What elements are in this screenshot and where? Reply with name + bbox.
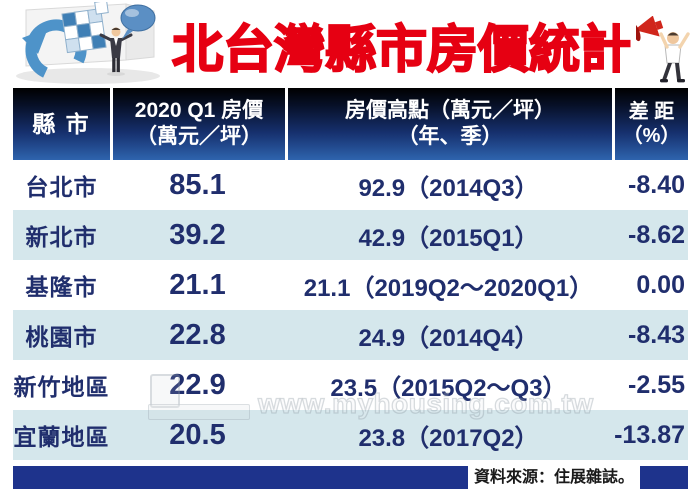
cell-peak-price: 92.9（2014Q3） — [358, 174, 539, 202]
header-peak-label: 房價高點（萬元／坪） — [345, 99, 555, 123]
table-row: 新北市 39.2 42.9（2015Q1） -8.62 — [13, 210, 688, 260]
table-row: 基隆市 21.1 21.1（2019Q2～2020Q1） 0.00 — [13, 260, 688, 310]
source-bar-left-segment — [13, 466, 468, 489]
source-text: 資料來源：住展雜誌。 — [474, 469, 635, 486]
source-bar-right-segment — [640, 466, 688, 489]
cube-cluster-icon — [61, 0, 109, 54]
header-city-label: 縣 市 — [32, 110, 91, 137]
cell-2020q1-price: 20.5 — [169, 418, 226, 451]
cell-peak-price: 42.9（2015Q1） — [358, 224, 539, 252]
megaphone-icon — [632, 15, 664, 42]
cell-peak-price: 23.5（2015Q2～Q3） — [330, 374, 567, 402]
cell-2020q1-price: 21.1 — [169, 268, 226, 301]
cell-gap-percent: -2.55 — [628, 370, 685, 399]
header-peak-price: 房價高點（萬元／坪） （年、季） — [285, 88, 612, 160]
header-price-label: 2020 Q1 房價 — [134, 99, 264, 123]
title-band: 北台灣縣市房價統計 — [0, 0, 700, 88]
cell-2020q1-price: 22.9 — [169, 368, 226, 401]
cell-peak-price: 24.9（2014Q4） — [358, 324, 539, 352]
cell-city: 新竹地區 — [13, 374, 110, 400]
cell-2020q1-price: 39.2 — [169, 218, 226, 251]
cell-city: 桃園市 — [25, 324, 98, 350]
cell-city: 新北市 — [25, 224, 98, 250]
header-gap: 差 距 （%） — [612, 88, 688, 160]
megaphone-announcer-illustration — [632, 15, 696, 93]
cell-city: 台北市 — [25, 174, 98, 200]
table-row: 宜蘭地區 20.5 23.8（2017Q2） -13.87 — [13, 410, 688, 460]
cell-gap-percent: -8.40 — [628, 170, 685, 199]
housing-price-table: 縣 市 2020 Q1 房價 （萬元／坪） 房價高點（萬元／坪） （年、季） 差… — [13, 88, 688, 460]
cell-peak-price: 23.8（2017Q2） — [358, 424, 539, 452]
header-gap-unit: （%） — [622, 124, 681, 147]
table-header-row: 縣 市 2020 Q1 房價 （萬元／坪） 房價高點（萬元／坪） （年、季） 差… — [13, 88, 688, 160]
growth-illustration-svg — [16, 0, 160, 84]
cell-city: 宜蘭地區 — [13, 424, 110, 450]
header-gap-label: 差 距 — [628, 100, 675, 123]
header-price-unit: （萬元／坪） — [136, 124, 262, 148]
table-row: 桃園市 22.8 24.9（2014Q4） -8.43 — [13, 310, 688, 360]
cell-gap-percent: -8.43 — [628, 320, 685, 349]
header-2020q1-price: 2020 Q1 房價 （萬元／坪） — [110, 88, 285, 160]
cell-gap-percent: -8.62 — [628, 220, 685, 249]
cell-peak-price: 21.1（2019Q2～2020Q1） — [303, 274, 594, 302]
table-row: 新竹地區 22.9 23.5（2015Q2～Q3） -2.55 — [13, 360, 688, 410]
cell-gap-percent: 0.00 — [636, 270, 685, 299]
page-title: 北台灣縣市房價統計 — [171, 20, 632, 79]
businessman-figure — [99, 27, 133, 76]
cell-2020q1-price: 85.1 — [169, 168, 226, 201]
megaphone-mascot-svg — [632, 15, 690, 83]
cell-gap-percent: -13.87 — [614, 420, 685, 449]
speech-balloon-icon — [120, 4, 156, 39]
table-row: 台北市 85.1 92.9（2014Q3） -8.40 — [13, 160, 688, 210]
table-body: 台北市 85.1 92.9（2014Q3） -8.40 新北市 39.2 42.… — [13, 160, 688, 460]
header-city: 縣 市 — [13, 88, 110, 160]
announcer-figure — [659, 32, 690, 83]
cell-2020q1-price: 22.8 — [169, 318, 226, 351]
header-peak-unit: （年、季） — [397, 124, 503, 148]
cell-city: 基隆市 — [25, 274, 98, 300]
business-growth-illustration — [6, 0, 170, 93]
source-bar: 資料來源：住展雜誌。 — [13, 466, 688, 489]
